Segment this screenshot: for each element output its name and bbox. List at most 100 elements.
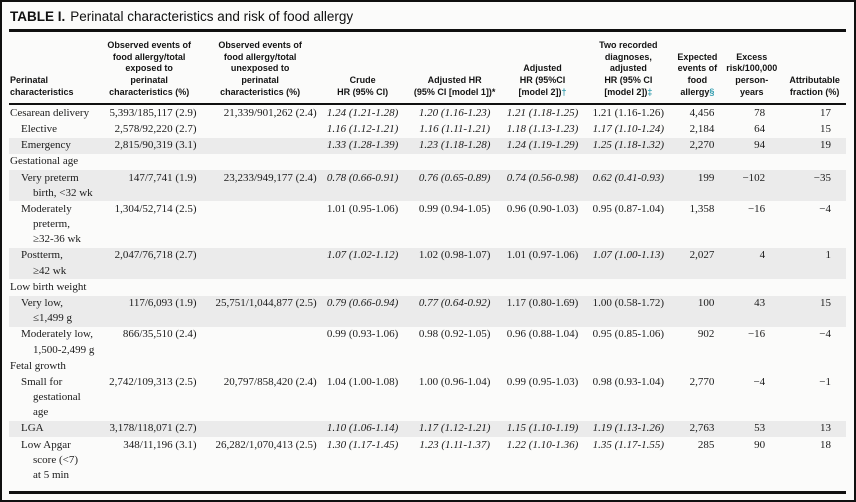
table-cell-crude-hr: 0.78 (0.66-0.91): [326, 171, 399, 184]
table-cell-crude-hr: 1.01 (0.95-1.06): [326, 202, 399, 215]
footnote-symbol: *: [491, 86, 496, 97]
row-label: Low birth weight: [10, 280, 87, 293]
table-cell-two-diagnoses-hr: 0.98 (0.93-1.04): [592, 375, 665, 388]
table-cell-crude-hr: 0.79 (0.66-0.94): [326, 297, 399, 309]
table-cell-crude-hr: 1.33 (1.28-1.39): [326, 139, 399, 152]
column-header-label: Expected events of food allergy: [677, 51, 718, 97]
column-header-attributable-fraction: Attributable fraction (%): [783, 32, 846, 106]
table-cell-expected-events: 2,027: [689, 249, 715, 262]
table-cell-attributable-fraction: −35: [813, 171, 831, 184]
table-row: Small for gestational age 2,742/109,313 (…: [9, 374, 846, 421]
table-cell-adjusted-hr-model1: 0.99 (0.94-1.05): [418, 202, 491, 215]
table-cell-observed-exposed: 2,047/76,718 (2.7): [114, 249, 197, 262]
table-cell-expected-events: 2,770: [689, 375, 715, 388]
table-cell-adjusted-hr-model1: 1.16 (1.11-1.21): [419, 123, 491, 136]
section-row: Low birth weight: [9, 279, 846, 295]
row-label: Elective: [21, 123, 58, 136]
table-cell-adjusted-hr-model2: 1.18 (1.13-1.23): [506, 123, 579, 136]
row-label: LGA: [21, 422, 44, 435]
table-cell-expected-events: 2,270: [689, 139, 715, 152]
column-header-observed-unexposed: Observed events of food allergy/total un…: [201, 32, 319, 106]
table-cell-adjusted-hr-model2: 1.01 (0.97-1.06): [506, 249, 579, 262]
table-cell-adjusted-hr-model1: 1.20 (1.16-1.23): [418, 106, 491, 119]
table-body: Cesarean delivery 5,393/185,117 (2.9) 21,3…: [9, 104, 846, 492]
table-cell-two-diagnoses-hr: 0.95 (0.87-1.04): [592, 202, 665, 215]
table-cell-observed-unexposed: 26,282/1,070,413 (2.5): [215, 438, 317, 451]
table-cell-attributable-fraction: 1: [825, 249, 832, 262]
table-cell-adjusted-hr-model2: 0.96 (0.90-1.03): [506, 202, 579, 215]
perinatal-table: Perinatal characteristics Observed events…: [9, 32, 846, 495]
column-header-label: Observed events of food allergy/total un…: [218, 40, 302, 97]
table-cell-adjusted-hr-model1: 0.77 (0.64-0.92): [418, 297, 491, 309]
table-row: Cesarean delivery 5,393/185,117 (2.9) 21,3…: [9, 104, 846, 121]
table-cell-attributable-fraction: 17: [820, 106, 831, 119]
table-cell-two-diagnoses-hr: 1.25 (1.18-1.32): [592, 139, 665, 152]
column-header-expected-events: Expected events of food allergy§: [674, 32, 721, 106]
row-label: Moderately low, 1,500-2,499 g: [21, 328, 95, 356]
row-label: Small for gestational age: [21, 375, 81, 419]
table-cell-excess-risk: 64: [754, 123, 766, 136]
table-cell-expected-events: 1,358: [689, 202, 715, 215]
table-cell-crude-hr: 1.04 (1.00-1.08): [326, 375, 399, 388]
column-header-label: Attributable fraction (%): [789, 75, 840, 97]
table-cell-observed-unexposed: 20,797/858,420 (2.4): [223, 375, 317, 388]
table-cell-observed-unexposed: 25,751/1,044,877 (2.5): [215, 297, 317, 309]
row-label: Moderately preterm, ≥32-36 wk: [21, 202, 81, 246]
column-header-observed-exposed: Observed events of food allergy/total ex…: [96, 32, 202, 106]
table-row: Very preterm birth, <32 wk 147/7,741 (1.9…: [9, 170, 846, 202]
table-cell-crude-hr: 1.30 (1.17-1.45): [326, 438, 399, 451]
table-cell-two-diagnoses-hr: 1.19 (1.13-1.26): [592, 422, 665, 435]
table-cell-attributable-fraction: 13: [820, 422, 831, 435]
table-cell-adjusted-hr-model1: 0.98 (0.92-1.05): [418, 328, 491, 341]
table-cell-excess-risk: −102: [742, 171, 766, 184]
column-header-label: Perinatal characteristics: [10, 75, 74, 97]
section-row: Gestational age: [9, 154, 846, 170]
table-cell-expected-events: 4,456: [689, 106, 715, 119]
row-label: Cesarean delivery: [10, 106, 90, 119]
table-cell-observed-exposed: 147/7,741 (1.9): [128, 171, 197, 184]
table-cell-adjusted-hr-model1: 1.17 (1.12-1.21): [418, 422, 491, 435]
table-cell-two-diagnoses-hr: 1.17 (1.10-1.24): [592, 123, 665, 136]
footnote-symbol: †: [561, 86, 567, 97]
column-header-perinatal-characteristics: Perinatal characteristics: [9, 32, 97, 106]
table-cell-excess-risk: 43: [754, 297, 766, 309]
table-cell-observed-unexposed: 23,233/949,177 (2.4): [223, 171, 317, 184]
row-label: Gestational age: [10, 155, 79, 168]
table-cell-adjusted-hr-model1: 1.23 (1.18-1.28): [418, 139, 491, 152]
table-cell-attributable-fraction: 15: [820, 297, 831, 309]
column-header-adjusted-hr-model1: Adjusted HR (95% CI [model 1])*: [406, 32, 503, 106]
table-row: Emergency 2,815/90,319 (3.1) 1.33 (1.28-1.…: [9, 137, 846, 154]
table-cell-crude-hr: 1.16 (1.12-1.21): [326, 123, 399, 136]
table-cell-adjusted-hr-model1: 1.23 (1.11-1.37): [419, 438, 491, 451]
table-cell-observed-exposed: 348/11,196 (3.1): [123, 438, 197, 451]
table-cell-attributable-fraction: 19: [820, 139, 831, 152]
table-cell-adjusted-hr-model2: 1.24 (1.19-1.29): [506, 139, 579, 152]
table-cell-two-diagnoses-hr: 1.07 (1.00-1.13): [592, 249, 665, 262]
table-cell-crude-hr: 1.10 (1.06-1.14): [326, 422, 399, 435]
table-cell-adjusted-hr-model2: 1.22 (1.10-1.36): [506, 438, 579, 451]
table-cell-expected-events: 100: [697, 297, 715, 309]
column-header-label: Crude HR (95% CI): [337, 75, 389, 97]
table-cell-excess-risk: 4: [759, 249, 766, 262]
column-header-label: Observed events of food allergy/total ex…: [107, 40, 191, 97]
column-header-adjusted-hr-model2: Adjusted HR (95%CI [model 2])†: [502, 32, 583, 106]
table-cell-expected-events: 199: [697, 171, 715, 184]
row-label: Low Apgar score (<7) at 5 min: [21, 438, 78, 481]
table-cell-adjusted-hr-model2: 1.15 (1.10-1.19): [506, 422, 579, 435]
table-cell-observed-unexposed: [202, 248, 319, 279]
table-row: Very low, ≤1,499 g 117/6,093 (1.9) 25,751/…: [9, 295, 846, 327]
row-label: Fetal growth: [10, 359, 66, 372]
row-label: Emergency: [21, 139, 71, 152]
table-cell-observed-unexposed: [202, 421, 319, 437]
footnote-symbol: ‡: [647, 86, 653, 97]
table-cell-excess-risk: 90: [754, 438, 766, 451]
table-cell-crude-hr: 1.24 (1.21-1.28): [326, 106, 399, 119]
table-cell-two-diagnoses-hr: 1.21 (1.16-1.26): [592, 106, 665, 119]
table-cell-adjusted-hr-model2: 0.96 (0.88-1.04): [506, 328, 579, 341]
table-cell-adjusted-hr-model2: 0.74 (0.56-0.98): [506, 171, 579, 184]
column-header-excess-risk: Excess risk/100,000 person- years: [720, 32, 784, 106]
table-row: Moderately preterm, ≥32-36 wk 1,304/52,71…: [9, 201, 846, 248]
table-row: Elective 2,578/92,220 (2.7) 1.16 (1.12-1.2…: [9, 122, 846, 138]
table-cell-adjusted-hr-model2: 1.17 (0.80-1.69): [506, 297, 579, 309]
